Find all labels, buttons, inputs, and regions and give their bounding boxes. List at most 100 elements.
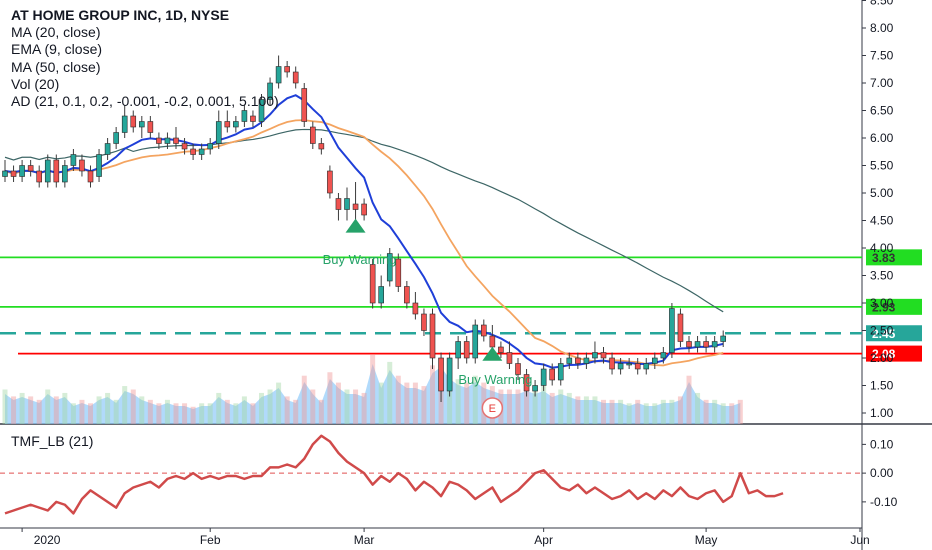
volume-bar (70, 403, 76, 424)
volume-bar (62, 392, 68, 424)
volume-bar (601, 399, 606, 424)
y-tick-label: 6.00 (870, 131, 894, 145)
volume-bar (224, 399, 230, 424)
level-tag (866, 298, 922, 315)
volume-bar (506, 389, 512, 424)
volume-bar (395, 375, 401, 424)
candle-body (523, 374, 530, 392)
candle-body (703, 341, 709, 348)
tmf-y-tick-label: 0.10 (870, 437, 894, 451)
candle-body (549, 368, 556, 381)
volume-bar (28, 396, 34, 424)
volume-bar (199, 403, 205, 424)
candle-body (720, 335, 727, 342)
volume-bar (695, 392, 701, 424)
y-tick-label: 8.00 (870, 21, 894, 35)
candle-body (36, 170, 43, 183)
volume-bar (301, 375, 307, 424)
y-tick-label: 5.00 (870, 186, 894, 200)
candle-body (643, 363, 650, 370)
tmf-title: TMF_LB (21) (11, 433, 94, 449)
volume-bar (293, 399, 299, 424)
candle-body (540, 368, 547, 386)
volume-ma-area (5, 364, 741, 424)
x-tick-label: Apr (534, 533, 553, 547)
candle-body (275, 66, 282, 84)
candle-body (173, 137, 179, 144)
candle-body (669, 308, 675, 353)
volume-bar (566, 392, 572, 424)
candle-body (626, 363, 632, 366)
x-tick-label: May (695, 533, 718, 547)
volume-bar (515, 389, 521, 424)
volume-bar (147, 399, 153, 424)
candle-body (258, 99, 265, 122)
ma50-line (4, 128, 724, 313)
volume-bar (276, 382, 282, 424)
volume-bar (11, 396, 17, 424)
volume-bar (156, 403, 162, 424)
buy-warning-label: Buy Warning (323, 252, 397, 267)
candle-body (44, 159, 51, 183)
volume-bar (472, 375, 478, 424)
legend-ma50: MA (50, close) (11, 58, 101, 75)
level-tag (866, 249, 922, 266)
volume-bar (549, 392, 555, 424)
candle-body (455, 341, 461, 359)
level-tag-label: 2.45 (872, 327, 896, 341)
candle-body (686, 341, 692, 348)
volume-bar (378, 382, 384, 424)
candle-body (634, 363, 641, 370)
candle-body (70, 154, 77, 166)
volume-bar (412, 382, 418, 424)
volume-bar (45, 389, 51, 424)
candle-body (87, 170, 94, 183)
buy-arrow (345, 218, 366, 233)
volume-bar (267, 389, 273, 424)
candle-body (241, 110, 248, 122)
candle-body (592, 352, 598, 359)
candle-body (27, 165, 34, 172)
candle-body (600, 352, 607, 359)
volume-bar (652, 403, 658, 424)
volume-bar (558, 389, 564, 424)
ma20-line (4, 119, 724, 367)
candle-body (207, 143, 213, 150)
volume-bar (105, 392, 111, 424)
candle-body (369, 264, 376, 304)
earnings-marker (481, 397, 504, 419)
volume-bar (207, 403, 213, 424)
volume-bar (729, 403, 735, 424)
earnings-marker-label: E (489, 403, 496, 415)
candle-body (617, 363, 624, 370)
candle-body (309, 126, 316, 144)
candle-body (480, 324, 487, 337)
volume-bar (404, 382, 410, 424)
candle-body (267, 82, 273, 100)
x-tick-label: 2020 (34, 533, 61, 547)
volume-bar (737, 399, 743, 424)
volume-bar (233, 403, 239, 424)
candle-body (284, 66, 290, 73)
volume-bar (609, 399, 615, 424)
level-tag-label: 3.83 (872, 251, 896, 265)
volume-bar (79, 399, 85, 424)
volume-bar (626, 403, 632, 424)
candle-body (515, 363, 521, 375)
volume-bar (592, 396, 598, 424)
y-tick-label: 2.00 (870, 351, 894, 365)
candle-body (651, 357, 658, 364)
x-tick-label: Jun (850, 533, 869, 547)
candle-body (489, 335, 496, 348)
volume-bar (53, 396, 59, 424)
volume-bar (720, 403, 726, 424)
volume-bar (660, 399, 666, 424)
candle-body (318, 143, 325, 150)
volume-bar (139, 396, 145, 424)
volume-bar (618, 399, 624, 424)
volume-bar (677, 396, 683, 424)
volume-bar (541, 386, 547, 424)
y-tick-label: 8.50 (870, 0, 894, 8)
y-tick-label: 1.50 (870, 379, 894, 393)
